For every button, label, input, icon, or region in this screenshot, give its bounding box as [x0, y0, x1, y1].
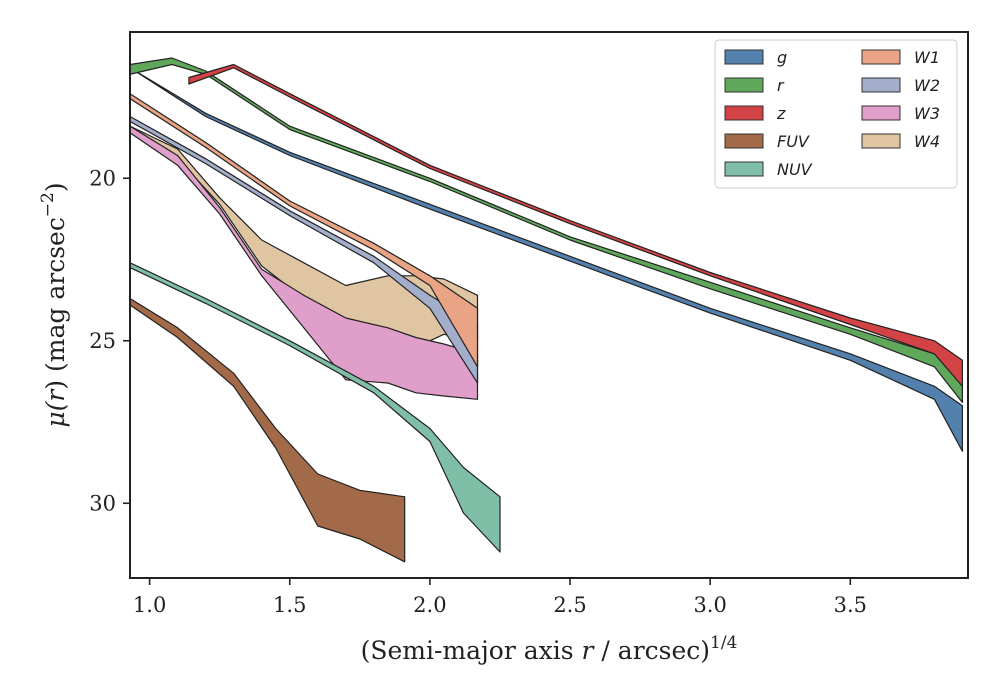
legend-label-g: g	[777, 48, 787, 67]
band-w2	[130, 115, 479, 384]
y-axis-ticks: 20 25 30	[89, 166, 130, 515]
legend-swatch-r	[724, 77, 764, 93]
legend-swatch-w4	[861, 133, 901, 149]
profile-bands	[130, 57, 964, 563]
band-z	[188, 63, 964, 387]
legend-swatch-w2	[861, 77, 901, 93]
legend-label-w1: W1	[914, 48, 940, 67]
legend-label-w4: W4	[914, 132, 940, 151]
y-tick-label: 25	[89, 329, 116, 353]
legend-label-z: z	[776, 104, 786, 123]
band-r	[130, 57, 964, 404]
legend-label-w2: W2	[914, 76, 940, 95]
legend-label-w3: W3	[914, 104, 940, 123]
legend-label-nuv: NUV	[777, 160, 813, 179]
x-tick-label: 2.5	[553, 593, 586, 617]
y-axis-label: μ(r) (mag arcsec−2)	[38, 182, 70, 427]
legend-swatch-fuv	[724, 133, 764, 149]
plot-frame	[129, 31, 969, 579]
x-tick-label: 3.5	[834, 593, 867, 617]
legend-swatch-w1	[861, 49, 901, 65]
legend-swatch-w3	[861, 105, 901, 121]
x-tick-label: 2.0	[413, 593, 446, 617]
x-tick-label: 1.0	[133, 593, 166, 617]
band-w1	[130, 93, 479, 368]
y-tick-label: 30	[89, 491, 116, 515]
y-tick-label: 20	[89, 166, 116, 190]
band-w3	[130, 125, 479, 400]
band-g	[130, 67, 964, 452]
band-nuv	[130, 262, 501, 553]
legend-swatch-z	[724, 105, 764, 121]
legend-swatch-nuv	[724, 161, 764, 177]
band-fuv	[130, 297, 406, 563]
legend-swatch-g	[724, 49, 764, 65]
x-tick-label: 1.5	[273, 593, 306, 617]
legend-label-r: r	[777, 76, 785, 95]
legend-box	[714, 39, 958, 189]
legend-label-fuv: FUV	[777, 132, 810, 151]
x-axis-ticks: 1.0 1.5 2.0 2.5 3.0 3.5	[133, 578, 867, 617]
x-axis-label: (Semi-major axis r / arcsec)1/4	[361, 633, 738, 665]
x-tick-label: 3.0	[693, 593, 726, 617]
legend: grz FUV NUV W1 W2 W3 W4	[714, 39, 958, 189]
